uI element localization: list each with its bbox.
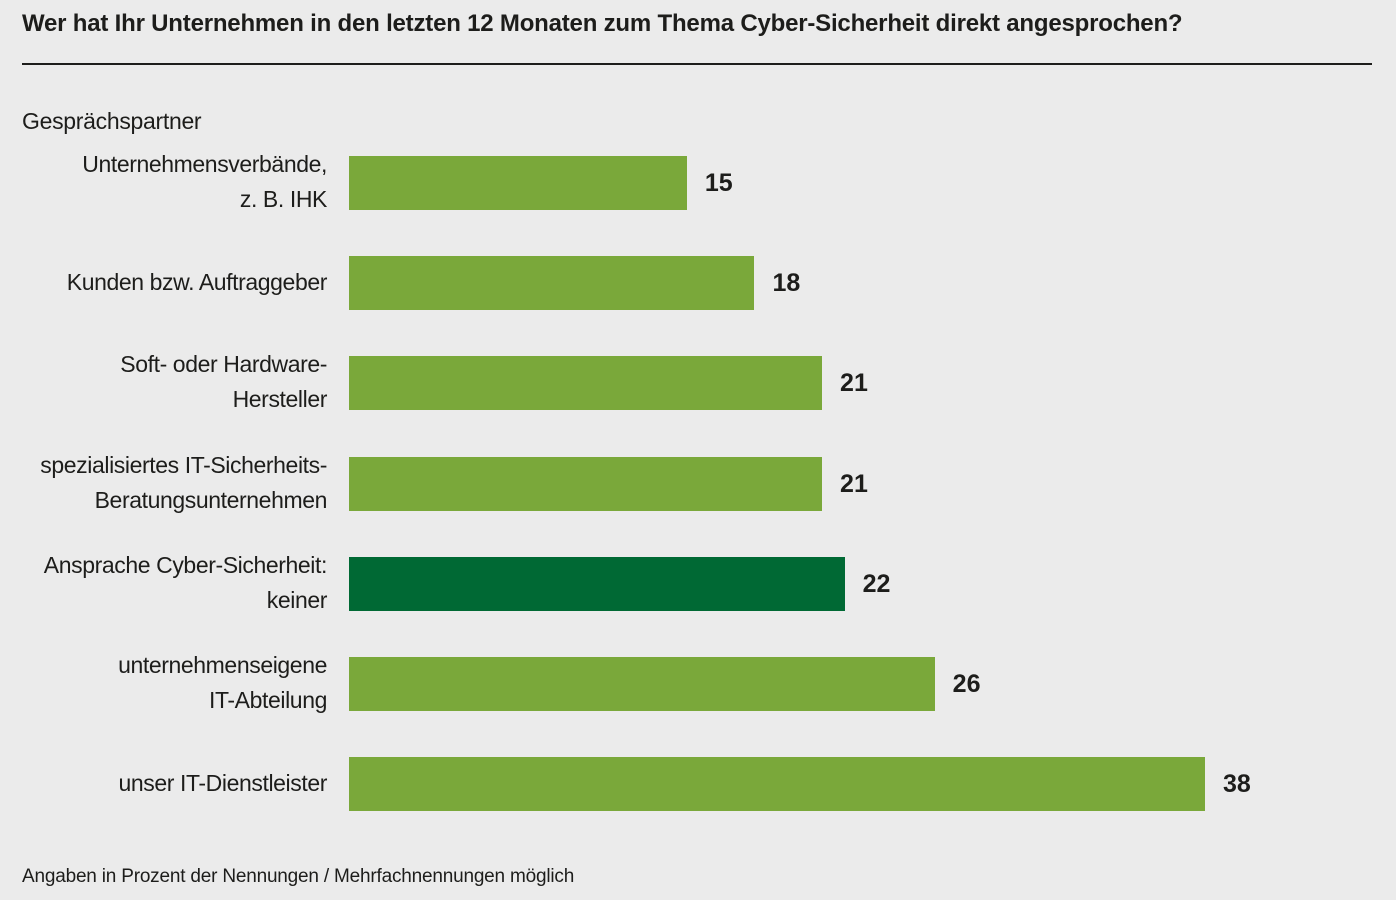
data-label: 18	[772, 269, 801, 298]
category-label-line: keiner	[266, 586, 328, 613]
category-label-line: Ansprache Cyber-Sicherheit:	[43, 551, 328, 578]
bar	[349, 657, 935, 711]
data-label: 26	[952, 670, 981, 698]
data-label: 21	[840, 369, 868, 398]
category-label-line: Beratungsunternehmen	[94, 486, 328, 513]
bar	[349, 256, 755, 311]
title-divider	[22, 63, 1372, 65]
category-label: Soft- oder Hardware- Hersteller	[0, 347, 327, 417]
data-label: 38	[1223, 770, 1251, 799]
category-label-line: IT-Abteilung	[209, 687, 327, 713]
bar	[349, 356, 823, 411]
category-label-line: spezialisiertes IT-Sicherheits-	[40, 451, 327, 478]
bar	[349, 556, 845, 611]
category-label-line: Kunden bzw. Auftraggeber	[66, 268, 328, 295]
bar	[349, 156, 687, 210]
category-label: Unternehmensverbände, z. B. IHK	[0, 147, 327, 217]
data-label: 15	[704, 169, 733, 197]
category-label-line: unser IT-Dienstleister	[118, 769, 328, 796]
category-label-line: unternehmenseigene	[118, 652, 327, 678]
axis-title: Gesprächspartner	[22, 108, 202, 134]
category-label: Ansprache Cyber-Sicherheit: keiner	[0, 548, 328, 618]
category-label-line: z. B. IHK	[239, 186, 328, 212]
category-label: spezialisiertes IT-Sicherheits- Beratungs…	[0, 448, 327, 518]
bar	[349, 456, 823, 511]
data-label: 21	[840, 469, 868, 498]
bar	[349, 757, 1205, 812]
chart-title: Wer hat Ihr Unternehmen in den letzten 1…	[22, 10, 1183, 37]
category-label: Kunden bzw. Auftraggeber	[0, 265, 328, 300]
category-label-line: Soft- oder Hardware-	[120, 351, 327, 378]
category-label: unser IT-Dienstleister	[0, 766, 328, 801]
category-label: unternehmenseigene IT-Abteilung	[0, 648, 327, 718]
category-label-line: Unternehmensverbände,	[82, 151, 327, 177]
category-label-line: Hersteller	[232, 386, 328, 413]
footnote: Angaben in Prozent der Nennungen / Mehrf…	[22, 866, 575, 887]
data-label: 22	[862, 569, 891, 598]
